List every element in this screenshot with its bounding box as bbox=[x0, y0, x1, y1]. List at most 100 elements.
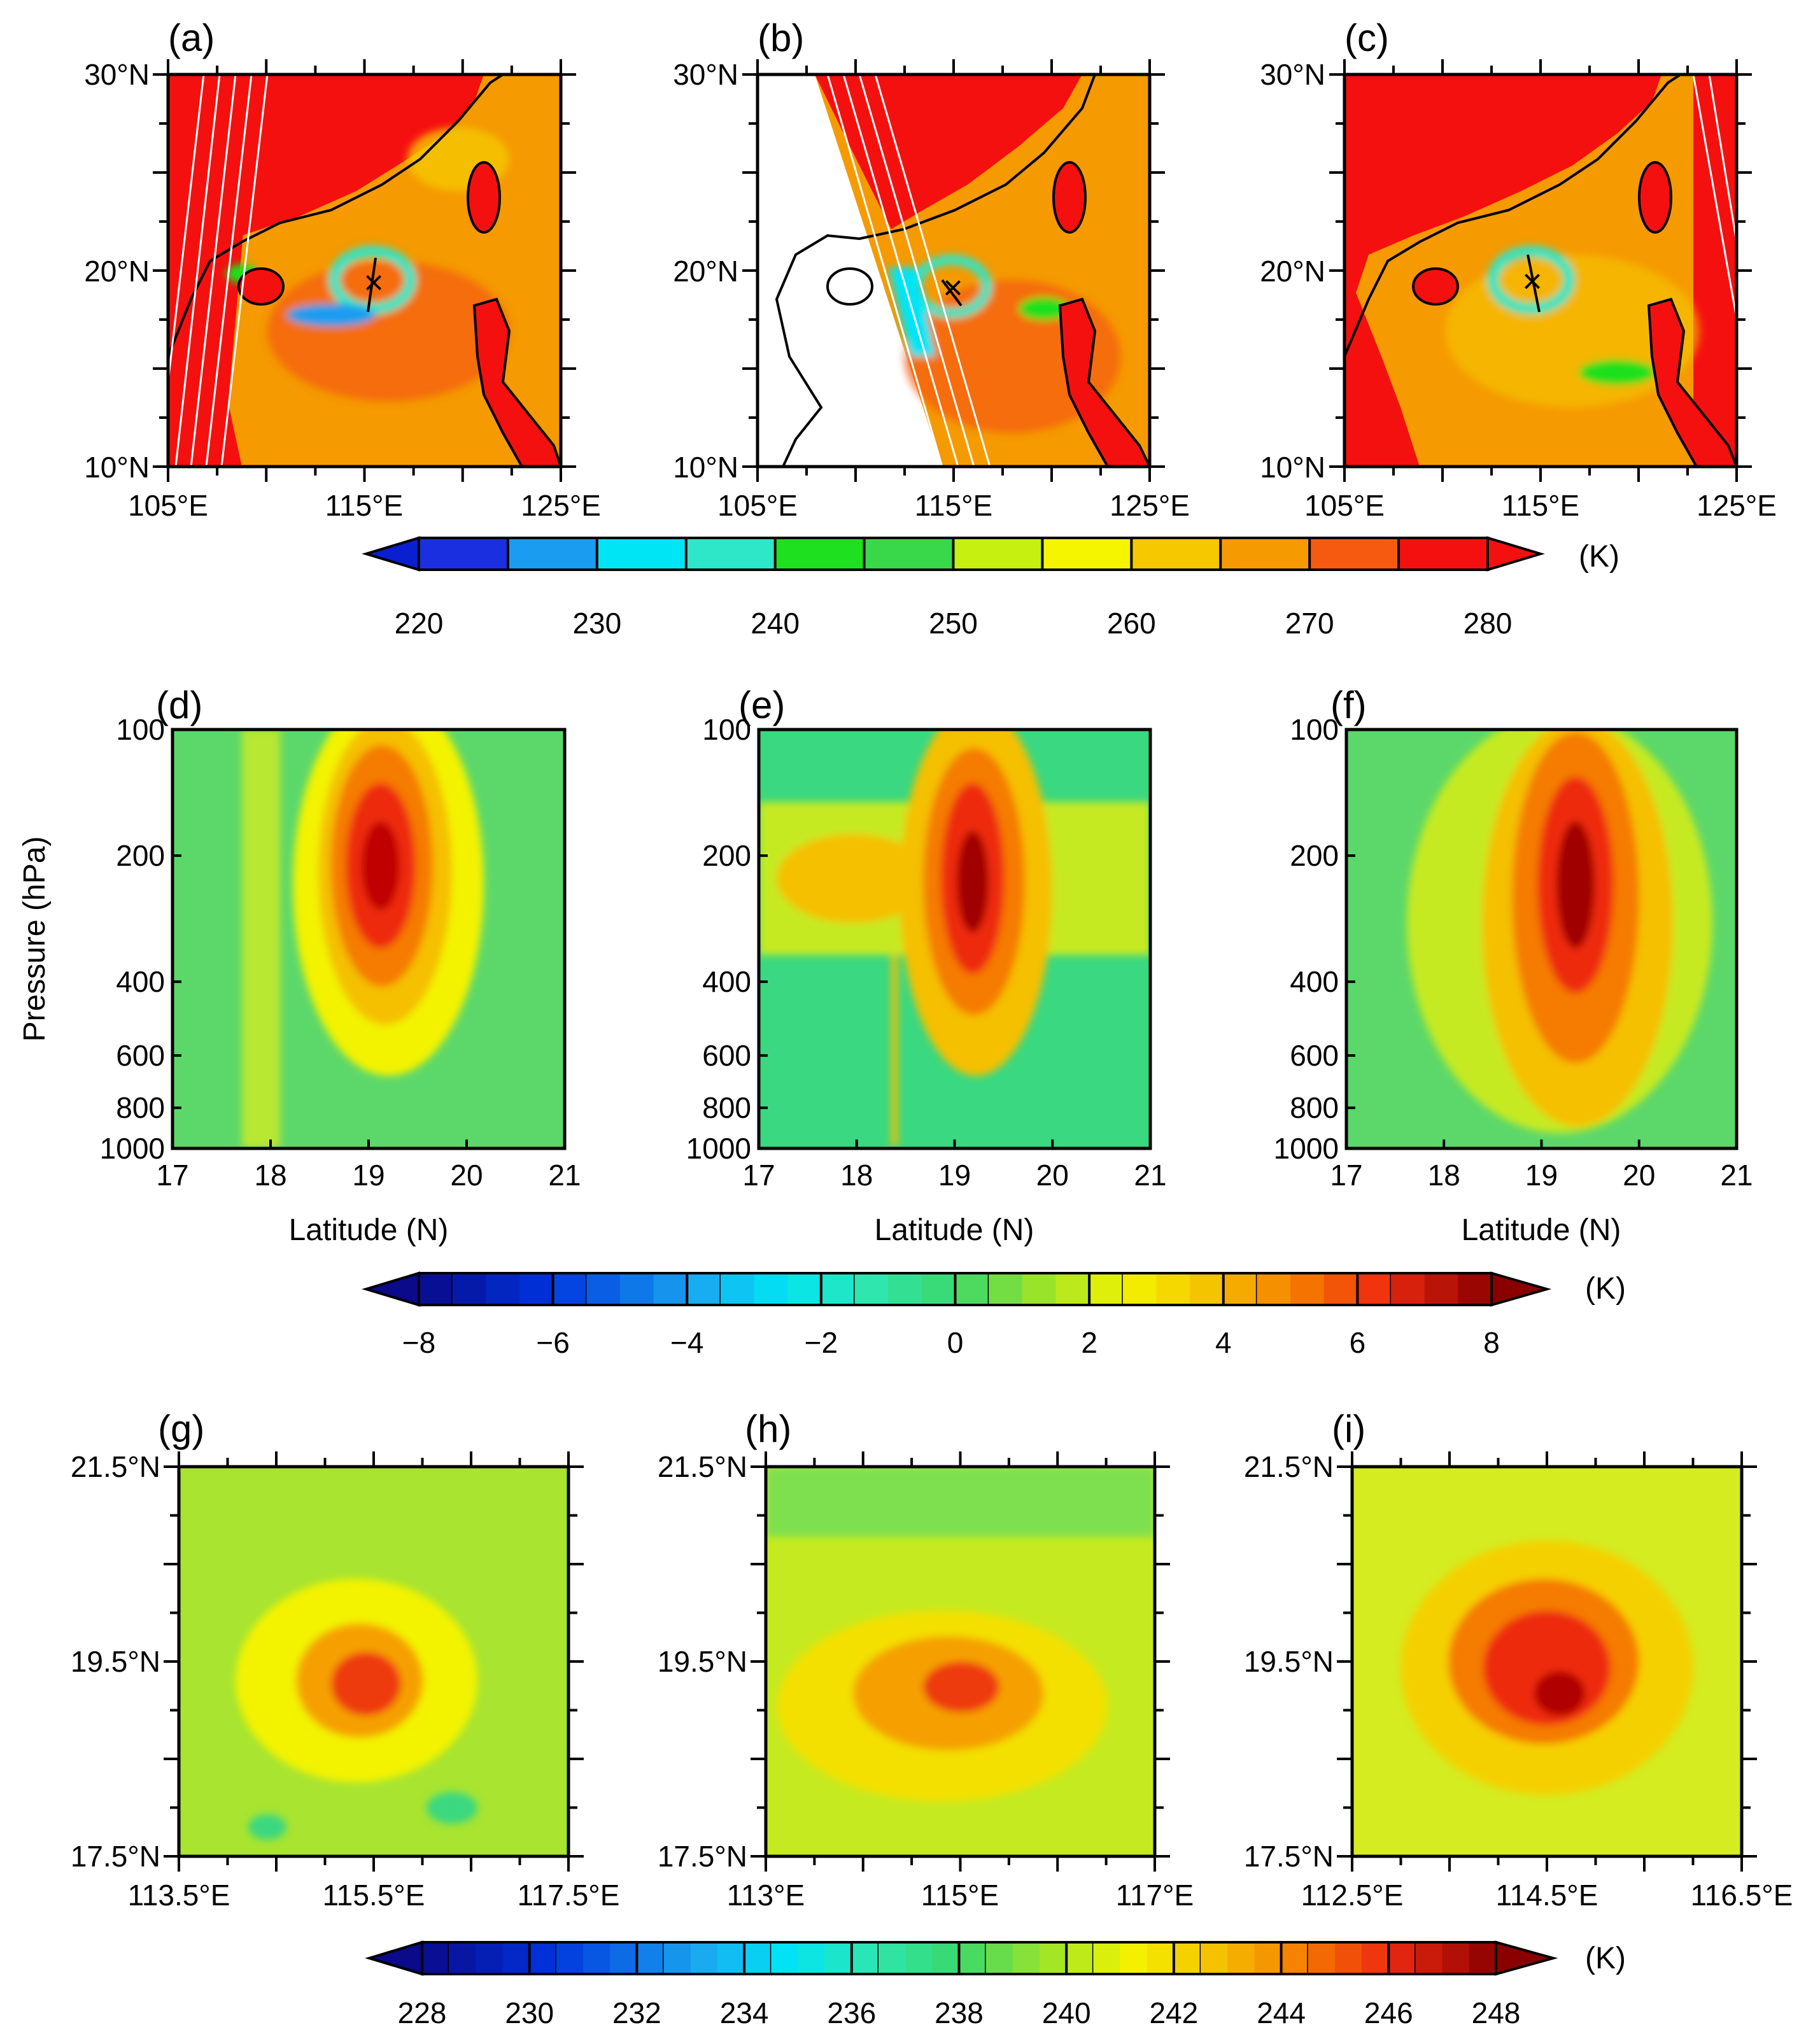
axis-b-y-top: 30°N bbox=[673, 58, 738, 91]
map-c-green-patch bbox=[1579, 360, 1655, 385]
map-a-track-line bbox=[367, 257, 377, 313]
latitude-tick-label: 17 bbox=[156, 1159, 188, 1192]
temperature-cell bbox=[610, 1942, 637, 1974]
temperature-cell bbox=[1415, 1942, 1443, 1974]
temperature-anomaly-tick-label: −2 bbox=[805, 1326, 838, 1359]
brightness-temperature-tick-label: 280 bbox=[1464, 607, 1513, 640]
pressure-tick-label: 400 bbox=[702, 965, 751, 998]
axis-c-y-bot: 10°N bbox=[1260, 451, 1325, 484]
axis-h-x-right: 117°E bbox=[1116, 1879, 1194, 1912]
panel-c-label: (c) bbox=[1344, 17, 1389, 59]
colorbar-2-right-triangle bbox=[1490, 1271, 1552, 1307]
temperature-cell bbox=[1362, 1942, 1389, 1974]
pressure-tick-label: 600 bbox=[1290, 1039, 1339, 1072]
colorbar-1-left-triangle bbox=[362, 536, 420, 572]
map-c-scan-line bbox=[1708, 74, 1737, 243]
temperature-anomaly-tick-label: −6 bbox=[536, 1326, 569, 1359]
temperature-anomaly-cell bbox=[686, 1272, 723, 1306]
axis-g-x-right: 117.5°E bbox=[518, 1879, 620, 1912]
brightness-temperature-cell bbox=[773, 537, 866, 571]
temperature-tick-label: 248 bbox=[1472, 1996, 1521, 2029]
temperature-cell bbox=[850, 1941, 880, 1975]
temperature-cell bbox=[1012, 1942, 1040, 1974]
temperature-anomaly-cell bbox=[1222, 1272, 1259, 1306]
map-c-track-line bbox=[1527, 254, 1541, 313]
xsec-f-warm-peak bbox=[1556, 821, 1595, 949]
panel-f: (f) bbox=[1330, 684, 1739, 1150]
brightness-temperature-cell bbox=[952, 537, 1044, 571]
temperature-cell bbox=[1227, 1942, 1255, 1974]
pressure-tick-label: 100 bbox=[702, 713, 751, 746]
temperature-anomaly-cell bbox=[1391, 1273, 1425, 1305]
temperature-cell bbox=[1065, 1941, 1095, 1975]
panel-g: (g) bbox=[158, 1408, 570, 1858]
map-a-scan-line bbox=[190, 74, 237, 467]
latitude-tick-label: 17 bbox=[742, 1159, 775, 1192]
panel-e-label: (e) bbox=[738, 684, 785, 726]
wc-i-peak bbox=[1534, 1671, 1585, 1716]
axis-a-y-bot: 10°N bbox=[84, 451, 150, 484]
pressure-tick-label: 1000 bbox=[100, 1132, 165, 1165]
temperature-cell bbox=[1146, 1942, 1175, 1974]
temperature-anomaly-cell bbox=[1290, 1273, 1325, 1305]
temperature-cell bbox=[771, 1942, 798, 1974]
temperature-cell bbox=[743, 1941, 773, 1975]
colorbar-1-right-triangle bbox=[1486, 536, 1545, 572]
temperature-cell bbox=[1201, 1942, 1228, 1974]
brightness-temperature-cell bbox=[684, 537, 777, 571]
temperature-anomaly-cell bbox=[1356, 1272, 1393, 1306]
pressure-tick-label: 1000 bbox=[1274, 1132, 1339, 1165]
map-b-center-marker: × bbox=[943, 269, 963, 307]
map-b-green-patch bbox=[1019, 297, 1069, 320]
temperature-cell bbox=[824, 1942, 852, 1974]
temperature-anomaly-cell bbox=[1088, 1272, 1125, 1306]
map-b-land bbox=[815, 74, 1082, 229]
temperature-cell bbox=[528, 1941, 558, 1975]
pressure-tick-label: 600 bbox=[116, 1039, 165, 1072]
pressure-tick-label: 800 bbox=[702, 1091, 751, 1124]
latitude-tick-label: 21 bbox=[1134, 1159, 1166, 1192]
temperature-cell bbox=[476, 1942, 504, 1974]
temperature-anomaly-cell bbox=[1122, 1273, 1157, 1305]
temperature-tick-label: 228 bbox=[398, 1996, 447, 2029]
temperature-anomaly-cell bbox=[1156, 1273, 1190, 1305]
temperature-anomaly-cell bbox=[519, 1273, 554, 1305]
axis-i-x-right: 116.5°E bbox=[1691, 1879, 1793, 1912]
map-b-scan-line bbox=[858, 74, 975, 467]
wc-g-green-spot2 bbox=[248, 1814, 286, 1840]
map-a-island-hainan bbox=[237, 267, 285, 306]
wc-h-top-band bbox=[766, 1467, 1155, 1537]
temperature-tick-label: 234 bbox=[720, 1996, 769, 2029]
temperature-cell bbox=[1334, 1942, 1362, 1974]
pressure-tick-label: 400 bbox=[116, 965, 165, 998]
temperature-tick-label: 244 bbox=[1257, 1996, 1306, 2029]
temperature-cell bbox=[932, 1942, 959, 1974]
temperature-cell bbox=[1120, 1942, 1148, 1974]
xlabel-f: Latitude (N) bbox=[1462, 1213, 1621, 1247]
colorbar-2-unit: (K) bbox=[1585, 1272, 1626, 1306]
latitude-tick-label: 19 bbox=[352, 1159, 384, 1192]
pressure-tick-label: 200 bbox=[116, 839, 165, 872]
temperature-anomaly-cell bbox=[954, 1272, 991, 1306]
axis-c-y-top: 30°N bbox=[1260, 58, 1325, 91]
temperature-cell bbox=[1469, 1942, 1497, 1974]
map-b-coastline bbox=[775, 74, 1096, 467]
latitude-tick-label: 21 bbox=[1720, 1159, 1753, 1192]
axis-h-y-mid: 19.5°N bbox=[658, 1645, 747, 1678]
temperature-anomaly-cell bbox=[452, 1273, 486, 1305]
axis-i-x-mid: 114.5°E bbox=[1496, 1879, 1598, 1912]
panel-c: × (c) bbox=[1343, 17, 1739, 469]
temperature-cell bbox=[985, 1942, 1013, 1974]
pressure-tick-label: 200 bbox=[1290, 839, 1339, 872]
brightness-temperature-cell bbox=[418, 537, 510, 571]
temperature-cell bbox=[421, 1941, 451, 1975]
map-a-coastline bbox=[168, 74, 504, 357]
map-a-scan-line bbox=[174, 74, 221, 467]
temperature-anomaly-cell bbox=[854, 1273, 889, 1305]
temperature-anomaly-cell bbox=[720, 1273, 755, 1305]
latitude-tick-label: 18 bbox=[840, 1159, 873, 1192]
pressure-tick-label: 600 bbox=[702, 1039, 751, 1072]
temperature-cell bbox=[1308, 1942, 1336, 1974]
axis-h-y-bot: 17.5°N bbox=[658, 1840, 747, 1873]
row3-axes: 21.5°N 19.5°N 17.5°N 113.5°E 115.5°E 117… bbox=[71, 1450, 1793, 1912]
